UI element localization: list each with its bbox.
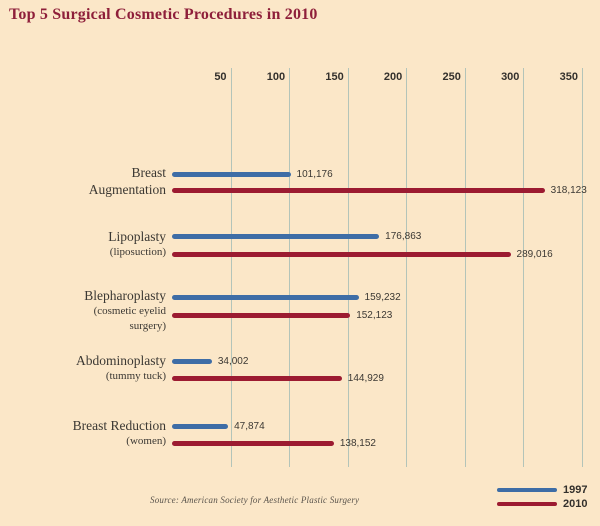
bar-value-label: 159,232 bbox=[364, 292, 401, 303]
category-label: Breast Reduction (women) bbox=[0, 417, 166, 449]
bar-2010 bbox=[172, 188, 545, 193]
bar-value-label: 138,152 bbox=[339, 438, 376, 449]
category-sublabel-line: (tummy tuck) bbox=[105, 370, 166, 382]
x-gridline bbox=[289, 68, 291, 467]
category-label-line: Breast bbox=[131, 165, 167, 180]
bar-value-label: 34,002 bbox=[217, 356, 249, 367]
bar-value-label: 318,123 bbox=[550, 185, 587, 196]
legend-swatch-1997 bbox=[497, 488, 557, 492]
category-sublabel-line: (cosmetic eyelid bbox=[93, 305, 166, 317]
x-gridline bbox=[406, 68, 408, 467]
category-label-line: Augmentation bbox=[88, 182, 166, 197]
x-axis-tick-label: 100 bbox=[266, 71, 286, 83]
chart-title: Top 5 Surgical Cosmetic Procedures in 20… bbox=[9, 6, 318, 23]
category-label-line: Lipoplasty bbox=[108, 229, 166, 244]
bar-2010 bbox=[172, 441, 334, 446]
category-label-line: Abdominoplasty bbox=[76, 353, 166, 368]
bar-1997 bbox=[172, 359, 212, 364]
x-axis-tick-label: 150 bbox=[325, 71, 344, 83]
bar-1997 bbox=[172, 234, 380, 239]
category-label: Abdominoplasty (tummy tuck) bbox=[0, 352, 166, 384]
source-note: Source: American Society for Aesthetic P… bbox=[150, 495, 360, 505]
category-label-line: Blepharoplasty bbox=[84, 288, 166, 303]
bar-1997 bbox=[172, 172, 291, 177]
legend-label-1997: 1997 bbox=[563, 484, 588, 496]
legend-label-2010: 2010 bbox=[563, 498, 588, 510]
x-gridline bbox=[347, 68, 349, 467]
x-axis-tick-label: 300 bbox=[501, 71, 520, 83]
category-label-line: Breast Reduction bbox=[72, 418, 166, 433]
bar-value-label: 289,016 bbox=[516, 249, 553, 260]
x-axis-tick-label: 200 bbox=[383, 71, 403, 83]
x-axis-tick-label: 350 bbox=[559, 71, 578, 83]
x-gridline bbox=[582, 68, 583, 467]
legend-swatch-2010 bbox=[497, 502, 557, 506]
category-sublabel-line: (women) bbox=[126, 435, 166, 447]
bar-2010 bbox=[172, 376, 342, 381]
category-label: Blepharoplasty (cosmetic eyelid surgery) bbox=[0, 287, 166, 334]
bar-value-label: 152,123 bbox=[356, 310, 393, 321]
x-gridline bbox=[523, 68, 525, 467]
bar-value-label: 47,874 bbox=[234, 421, 265, 432]
bar-1997 bbox=[172, 295, 359, 300]
bar-value-label: 176,863 bbox=[385, 231, 422, 242]
bar-2010 bbox=[172, 252, 511, 257]
bar-value-label: 144,929 bbox=[347, 373, 384, 384]
category-label: Breast Augmentation bbox=[0, 164, 166, 198]
x-axis-tick-label: 250 bbox=[442, 71, 461, 83]
category-sublabel-line: surgery) bbox=[129, 320, 166, 332]
bar-value-label: 101,176 bbox=[296, 169, 333, 180]
x-gridline bbox=[464, 68, 466, 467]
bar-2010 bbox=[172, 313, 351, 318]
category-sublabel-line: (liposuction) bbox=[109, 246, 166, 258]
x-axis-tick-label: 50 bbox=[214, 71, 227, 83]
category-label: Lipoplasty (liposuction) bbox=[0, 228, 166, 260]
x-gridline bbox=[230, 68, 232, 467]
bar-1997 bbox=[172, 424, 229, 429]
